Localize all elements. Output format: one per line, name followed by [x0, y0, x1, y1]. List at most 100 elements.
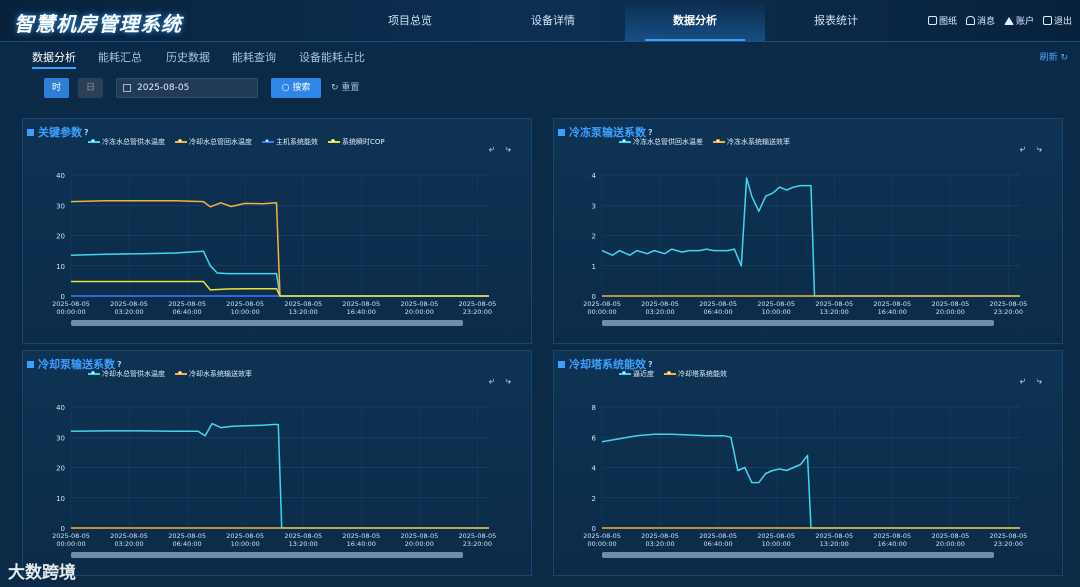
- help-icon[interactable]: ?: [117, 359, 122, 369]
- line-chart: 012342025-08-0500:00:002025-08-0503:20:0…: [583, 172, 1027, 326]
- tab-energy-query[interactable]: 能耗查询: [232, 51, 276, 64]
- x-tick-label: 23:20:00: [463, 540, 492, 548]
- filter-bar: 时 日 2025-08-05 ○ 搜索 ↻ 重置: [0, 78, 1080, 100]
- help-icon[interactable]: ?: [648, 359, 653, 369]
- x-tick-label: 06:40:00: [704, 540, 733, 548]
- x-tick-label: 2025-08-05: [342, 300, 380, 308]
- legend-label: 主机系统能效: [276, 138, 318, 146]
- y-tick-label: 10: [56, 495, 65, 503]
- legend-marker: [328, 139, 340, 143]
- legend-label: 冷却塔系统能效: [678, 370, 727, 378]
- date-value: 2025-08-05: [137, 83, 190, 93]
- x-tick-label: 2025-08-05: [641, 300, 679, 308]
- legend-marker: [664, 371, 676, 375]
- title-marker-icon: [558, 360, 565, 368]
- legend-label: 冷却水总管回水温度: [189, 138, 252, 146]
- message-button[interactable]: 消息: [965, 14, 995, 27]
- search-label: 搜索: [292, 83, 311, 93]
- legend-item[interactable]: 逼近度: [619, 369, 654, 379]
- help-icon[interactable]: ?: [648, 127, 653, 137]
- legend-label: 冷却水系统输送效率: [189, 370, 252, 378]
- search-button[interactable]: ○ 搜索: [271, 78, 321, 98]
- x-tick-label: 2025-08-05: [284, 532, 322, 540]
- tab-data-analysis[interactable]: 数据分析: [32, 51, 76, 69]
- legend-label: 冷冻水系统输送效率: [727, 138, 790, 146]
- x-tick-label: 2025-08-05: [342, 532, 380, 540]
- x-tick-label: 2025-08-05: [583, 300, 621, 308]
- legend-item[interactable]: 冷却水总管回水温度: [175, 137, 252, 147]
- drawing-button[interactable]: 图纸: [927, 14, 957, 27]
- logout-label: 退出: [1053, 17, 1072, 27]
- tab-device-energy-share[interactable]: 设备能耗占比: [299, 51, 365, 64]
- tab-energy-summary[interactable]: 能耗汇总: [98, 51, 142, 64]
- x-tick-label: 2025-08-05: [458, 532, 496, 540]
- data-zoom-handle[interactable]: [71, 552, 463, 558]
- chart-legend: 冷却水总管供水温度 冷却水系统输送效率: [88, 369, 252, 379]
- day-toggle-button[interactable]: 日: [78, 78, 103, 98]
- x-tick-label: 13:20:00: [289, 308, 318, 316]
- legend-item[interactable]: 冷冻水总管供回水温差: [619, 137, 703, 147]
- legend-item[interactable]: 冷冻水系统输送效率: [713, 137, 790, 147]
- data-zoom-handle[interactable]: [602, 552, 994, 558]
- legend-marker: [175, 139, 187, 143]
- legend-item[interactable]: 冷冻水总管供水温度: [88, 137, 165, 147]
- nav-device-details[interactable]: 设备详情: [531, 14, 575, 27]
- nav-data-analysis[interactable]: 数据分析: [625, 0, 765, 41]
- legend-item[interactable]: 系统瞬时COP: [328, 137, 385, 147]
- y-tick-label: 4: [592, 172, 597, 180]
- legend-item[interactable]: 冷却水系统输送效率: [175, 369, 252, 379]
- app-title: 智慧机房管理系统: [14, 12, 182, 36]
- chart-title: 关键参数?: [27, 124, 89, 140]
- chart-panel-cooling-tower: 冷却塔系统能效? 逼近度 冷却塔系统能效 ⤶ ⤷ 0 2 4 6 8 2025-08-05 00:0…: [553, 350, 1063, 576]
- calendar-icon: [123, 84, 131, 92]
- zoom-restore-icons[interactable]: ⤶ ⤷: [1019, 144, 1046, 155]
- y-tick-label: 2: [592, 495, 596, 503]
- drawing-label: 图纸: [938, 17, 957, 27]
- zoom-restore-icons[interactable]: ⤶ ⤷: [488, 376, 515, 387]
- y-tick-label: 40: [56, 404, 65, 412]
- y-tick-label: 0: [61, 293, 65, 301]
- data-zoom-handle[interactable]: [602, 320, 994, 326]
- sub-tabs: 数据分析 能耗汇总 历史数据 能耗查询 设备能耗占比: [0, 44, 1080, 70]
- account-label: 账户: [1015, 17, 1034, 27]
- x-tick-label: 03:20:00: [114, 308, 143, 316]
- refresh-button[interactable]: 刷新 ↻: [1040, 50, 1068, 63]
- x-tick-label: 20:00:00: [405, 308, 434, 316]
- x-tick-label: 2025-08-05: [226, 300, 264, 308]
- logout-button[interactable]: 退出: [1042, 14, 1072, 27]
- account-button[interactable]: 账户: [1003, 14, 1034, 27]
- hour-toggle-button[interactable]: 时: [44, 78, 69, 98]
- line-chart: 0102030402025-08-0500:00:002025-08-0503:…: [52, 172, 496, 326]
- tab-history-data[interactable]: 历史数据: [166, 51, 210, 64]
- y-tick-label: 20: [56, 465, 65, 473]
- chart-title: 冷却泵输送系数?: [27, 356, 122, 372]
- nav-project-overview[interactable]: 项目总览: [388, 14, 432, 27]
- series-line: [70, 422, 489, 529]
- x-tick-label: 06:40:00: [173, 308, 202, 316]
- line-chart: 024682025-08-0500:00:002025-08-0503:20:0…: [583, 404, 1027, 558]
- x-tick-label: 13:20:00: [820, 540, 849, 548]
- chart-title-text: 冷冻泵输送系数: [569, 126, 646, 139]
- x-tick-label: 2025-08-05: [873, 532, 911, 540]
- y-tick-label: 2: [592, 233, 596, 241]
- date-picker-input[interactable]: 2025-08-05: [116, 78, 258, 98]
- y-tick-label: 3: [592, 202, 596, 210]
- legend-item[interactable]: 冷却塔系统能效: [664, 369, 727, 379]
- help-icon[interactable]: ?: [84, 127, 89, 137]
- reset-button[interactable]: ↻ 重置: [331, 78, 359, 98]
- x-tick-label: 03:20:00: [645, 540, 674, 548]
- x-tick-label: 20:00:00: [936, 308, 965, 316]
- legend-label: 冷冻水总管供水温度: [102, 138, 165, 146]
- zoom-restore-icons[interactable]: ⤶ ⤷: [488, 144, 515, 155]
- y-tick-label: 8: [592, 404, 596, 412]
- nav-report-statistics[interactable]: 报表统计: [814, 14, 858, 27]
- x-tick-label: 10:00:00: [231, 540, 260, 548]
- legend-item[interactable]: 冷却水总管供水温度: [88, 369, 165, 379]
- zoom-restore-icons[interactable]: ⤶ ⤷: [1019, 376, 1046, 387]
- legend-item[interactable]: 主机系统能效: [262, 137, 318, 147]
- refresh-label: 刷新: [1039, 53, 1058, 63]
- chart-title-text: 关键参数: [38, 126, 82, 139]
- x-tick-label: 2025-08-05: [110, 532, 148, 540]
- series-line: [601, 177, 1020, 297]
- data-zoom-handle[interactable]: [71, 320, 463, 326]
